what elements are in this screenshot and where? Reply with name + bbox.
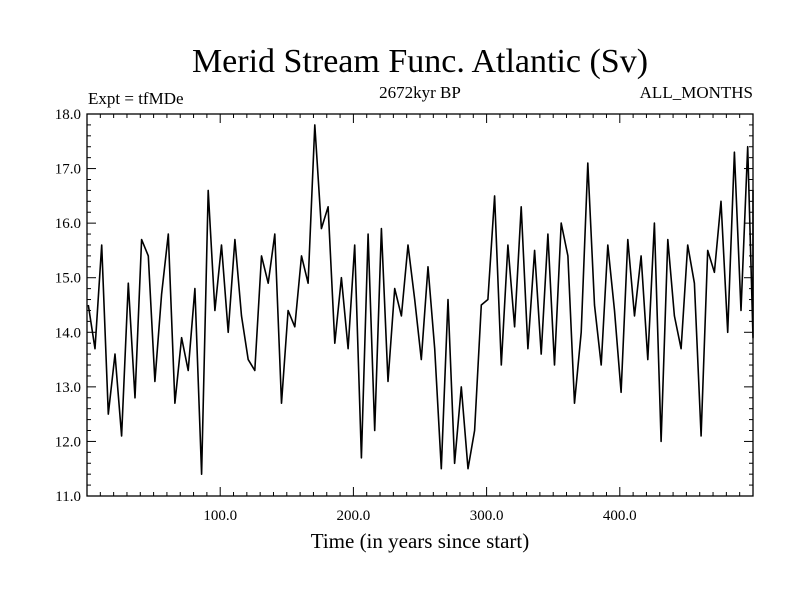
y-tick-label: 14.0 xyxy=(55,325,81,341)
y-tick-label: 17.0 xyxy=(55,162,81,178)
period-label: 2672kyr BP xyxy=(379,83,461,102)
series-line xyxy=(87,124,754,476)
y-tick-label: 13.0 xyxy=(55,380,81,396)
plot-frame xyxy=(86,113,754,497)
x-tick-label: 200.0 xyxy=(337,508,371,524)
plot-area: 100.0 200.0 300.0 400.0 11.0 12.0 13.0 14.0 15.0… xyxy=(55,107,754,524)
x-tick-label: 400.0 xyxy=(603,508,637,524)
months-label: ALL_MONTHS xyxy=(640,83,753,102)
y-tick-label: 16.0 xyxy=(55,216,81,232)
y-tick-label: 12.0 xyxy=(55,434,81,450)
x-tick-label: 100.0 xyxy=(203,508,237,524)
chart-title: Merid Stream Func. Atlantic (Sv) xyxy=(192,43,648,80)
x-axis-label: Time (in years since start) xyxy=(311,529,530,553)
x-tick-label: 300.0 xyxy=(470,508,504,524)
y-tick-label: 11.0 xyxy=(55,489,81,505)
experiment-label: Expt = tfMDe xyxy=(88,89,184,108)
y-tick-label: 18.0 xyxy=(55,107,81,123)
y-tick-label: 15.0 xyxy=(55,271,81,287)
